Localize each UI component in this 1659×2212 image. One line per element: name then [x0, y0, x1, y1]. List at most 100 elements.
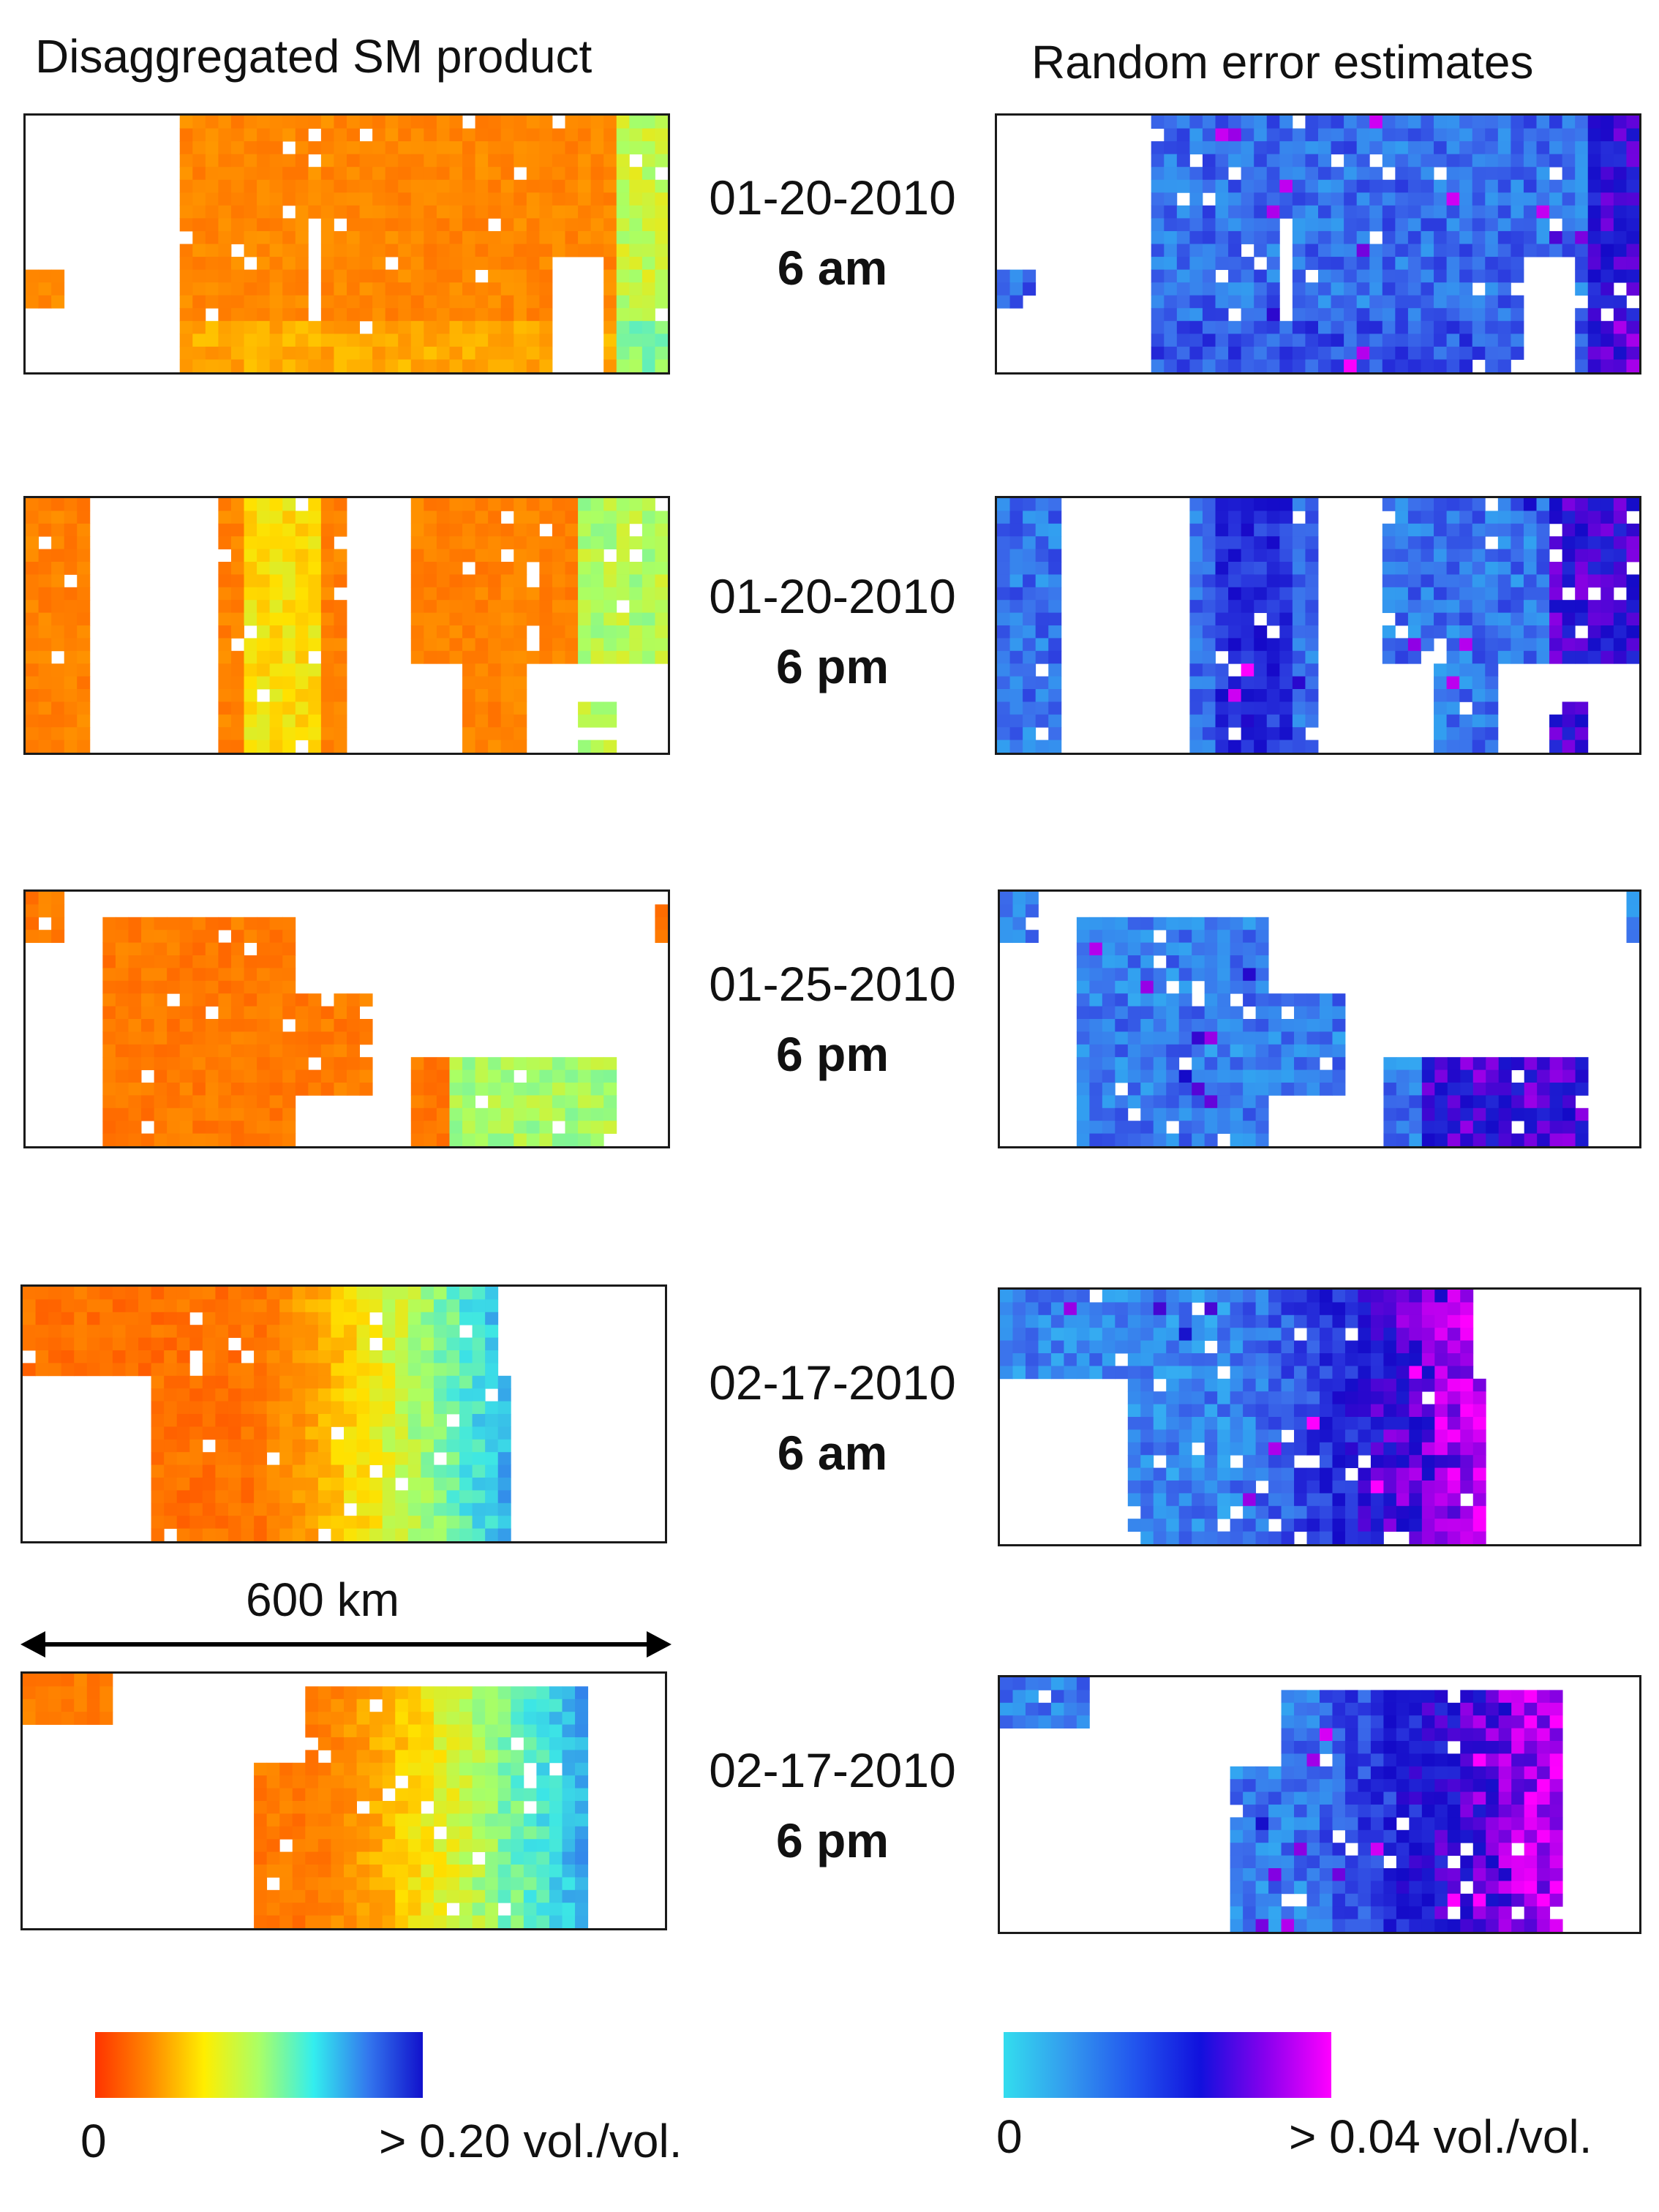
sm-map-cell — [48, 1686, 62, 1700]
error-map-cell — [1025, 1314, 1039, 1328]
sm-map-cell — [331, 1363, 345, 1377]
error-map-cell — [1178, 1519, 1192, 1532]
sm-map-cell — [421, 1762, 434, 1776]
sm-map-cell — [128, 1107, 142, 1121]
sm-map-cell — [359, 308, 373, 322]
error-map-cell — [1511, 192, 1524, 206]
error-map-cell — [1217, 1044, 1231, 1058]
sm-map-cell — [257, 917, 271, 930]
sm-map-cell — [472, 1516, 486, 1530]
sm-map-cell — [244, 930, 257, 944]
sm-map-cell — [151, 1388, 165, 1402]
error-map-cell — [1600, 116, 1614, 129]
sm-map-cell — [655, 346, 668, 360]
error-map-cell — [1102, 955, 1116, 968]
error-map-cell — [1153, 1133, 1167, 1146]
error-map-cell — [1115, 955, 1129, 968]
error-map-cell — [1281, 1044, 1295, 1058]
error-map-cell — [1486, 1095, 1500, 1109]
sm-map-cell — [433, 1686, 447, 1700]
sm-map-cell — [218, 1006, 232, 1020]
sm-map-cell — [655, 128, 668, 142]
error-map-cell — [1486, 1121, 1500, 1135]
error-map-cell — [1228, 650, 1242, 664]
sm-map-cell — [317, 1299, 331, 1313]
sm-map-cell — [344, 1312, 357, 1325]
error-map-cell — [1305, 740, 1319, 753]
error-map-cell — [1459, 740, 1473, 753]
sm-map-cell — [99, 1325, 113, 1339]
error-map-cell — [1076, 1044, 1090, 1058]
error-map-cell — [1356, 192, 1370, 206]
error-map-cell — [1189, 498, 1203, 511]
error-map-cell — [1035, 511, 1049, 524]
error-map-cell — [1472, 1442, 1486, 1456]
sm-map-cell — [539, 269, 553, 283]
sm-map-cell — [539, 600, 553, 614]
error-map-cell — [1217, 1057, 1231, 1071]
error-map-cell — [1434, 1493, 1448, 1507]
error-map-cell — [1268, 1366, 1282, 1380]
sm-map-cell — [244, 320, 257, 334]
sm-map-cell — [488, 282, 502, 296]
sm-map-cell — [462, 282, 476, 296]
error-map-cell — [1421, 1328, 1435, 1342]
error-map-cell — [1396, 1083, 1410, 1096]
sm-map-cell — [356, 1737, 370, 1750]
error-map-cell — [1048, 612, 1062, 626]
error-map-cell — [1266, 663, 1280, 677]
error-map-cell — [1370, 1455, 1384, 1469]
sm-map-cell — [590, 1133, 604, 1146]
error-map-cell — [1178, 1366, 1192, 1380]
error-map-cell — [1549, 587, 1563, 601]
sm-map-cell — [64, 562, 78, 575]
sm-map-cell — [436, 1095, 450, 1109]
sm-map-cell — [382, 1452, 396, 1466]
sm-map-cell — [179, 1083, 193, 1096]
sm-map-cell — [488, 141, 502, 155]
sm-map-cell — [269, 346, 283, 360]
sm-map-cell — [254, 1325, 268, 1339]
sm-map-cell — [385, 205, 399, 219]
error-map-cell — [1266, 141, 1280, 155]
error-map-cell — [1202, 689, 1216, 702]
error-map-cell — [1202, 179, 1216, 193]
error-map-cell — [1127, 1493, 1141, 1507]
sm-map-cell — [655, 269, 668, 283]
sm-map-cell — [629, 205, 643, 219]
sm-map-cell — [317, 1762, 331, 1776]
sm-map-cell — [459, 1375, 473, 1389]
error-map-cell — [1396, 1455, 1410, 1469]
sm-map-cell — [308, 1019, 322, 1032]
sm-map-cell — [629, 295, 643, 309]
error-map-cell — [1009, 612, 1023, 626]
error-map-cell — [1268, 1044, 1282, 1058]
sm-map-cell — [254, 1826, 268, 1840]
sm-map-cell — [526, 1107, 540, 1121]
error-map-cell — [1305, 574, 1319, 588]
error-map-cell — [1523, 128, 1537, 142]
sm-map-cell — [472, 1464, 486, 1478]
sm-map-cell — [446, 1299, 460, 1313]
error-map-cell — [1472, 346, 1486, 360]
sm-map-cell — [128, 1095, 142, 1109]
error-map-cell — [1369, 205, 1383, 219]
sm-map-cell — [257, 116, 271, 129]
error-map-cell — [1228, 141, 1242, 155]
sm-map-cell — [511, 1775, 524, 1789]
sm-map-cell — [549, 1839, 563, 1853]
error-map-cell — [1370, 1493, 1384, 1507]
error-map-cell — [1537, 1083, 1551, 1096]
sm-map-cell — [536, 1775, 550, 1789]
error-map-cell — [1215, 638, 1229, 652]
error-map-cell — [1215, 154, 1229, 168]
error-map-cell — [1486, 1057, 1500, 1071]
sm-map-cell — [459, 1698, 473, 1712]
sm-map-cell — [369, 1826, 383, 1840]
error-map-cell — [1176, 167, 1190, 181]
error-map-cell — [1192, 1328, 1205, 1342]
error-map-cell — [1575, 1057, 1589, 1071]
sm-map-cell — [257, 141, 271, 155]
sm-map-cell — [526, 244, 540, 257]
sm-map-cell — [603, 1069, 617, 1083]
